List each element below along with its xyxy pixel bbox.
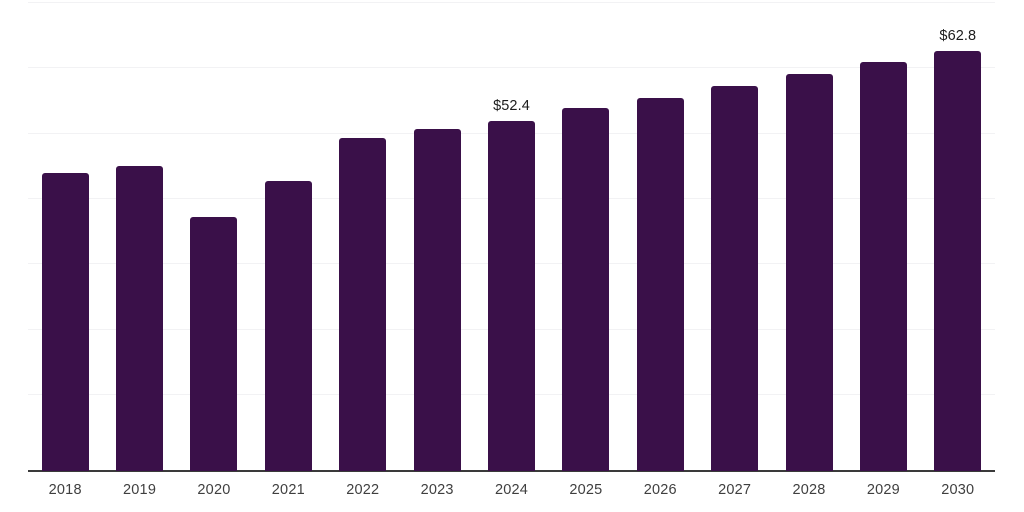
x-axis-tick-2027: 2027 — [718, 482, 752, 498]
x-axis-tick-2019: 2019 — [123, 482, 157, 498]
bar[interactable] — [934, 51, 982, 471]
x-axis-tick-2021: 2021 — [271, 482, 305, 498]
bar[interactable] — [711, 86, 759, 471]
bar-group[interactable] — [264, 0, 312, 471]
bar-group[interactable] — [413, 0, 461, 471]
bar-group[interactable] — [785, 0, 833, 471]
bar-value-label: $52.4 — [493, 98, 530, 114]
bar[interactable] — [488, 121, 535, 471]
bar[interactable] — [413, 129, 461, 471]
bar[interactable] — [339, 137, 387, 471]
x-axis-tick-2022: 2022 — [346, 482, 380, 498]
bar-group[interactable] — [190, 0, 238, 471]
bar-group[interactable] — [116, 0, 164, 471]
x-axis-tick-2024: 2024 — [494, 482, 529, 498]
bar-group[interactable] — [636, 0, 684, 471]
bar-group[interactable] — [859, 0, 907, 471]
gridline — [28, 67, 995, 69]
bar[interactable] — [41, 172, 89, 471]
x-axis-tick-labels: 2018 2019 2020 2021 2022 2023 2024 2025 2026 2027… — [28, 482, 995, 512]
x-axis-tick-2030: 2030 — [941, 482, 975, 498]
bar[interactable] — [190, 216, 238, 471]
bar[interactable] — [785, 73, 833, 471]
x-axis-tick-2029: 2029 — [866, 482, 900, 498]
x-axis-tick-2018: 2018 — [48, 482, 82, 498]
bar[interactable] — [859, 61, 907, 471]
bar-group[interactable] — [339, 0, 387, 471]
x-axis-tick-2028: 2028 — [792, 482, 826, 498]
x-axis-tick-2025: 2025 — [569, 482, 603, 498]
x-axis-tick-2020: 2020 — [197, 482, 231, 498]
bar[interactable] — [116, 166, 164, 471]
x-axis-tick-2023: 2023 — [420, 482, 454, 498]
bar-group[interactable] — [562, 0, 610, 471]
bar[interactable] — [636, 98, 684, 471]
bar-group[interactable]: $52.4 — [488, 0, 535, 471]
bar[interactable] — [264, 180, 312, 471]
bar-group[interactable] — [41, 0, 89, 471]
x-axis-tick-2026: 2026 — [643, 482, 677, 498]
bar[interactable] — [562, 108, 610, 471]
bar-group[interactable]: $62.8 — [934, 0, 982, 471]
bars-layer: $52.4 $62.8 — [28, 0, 995, 471]
bar-value-label: $62.8 — [939, 28, 977, 44]
gridline — [28, 2, 995, 3]
bar-group[interactable] — [711, 0, 759, 471]
